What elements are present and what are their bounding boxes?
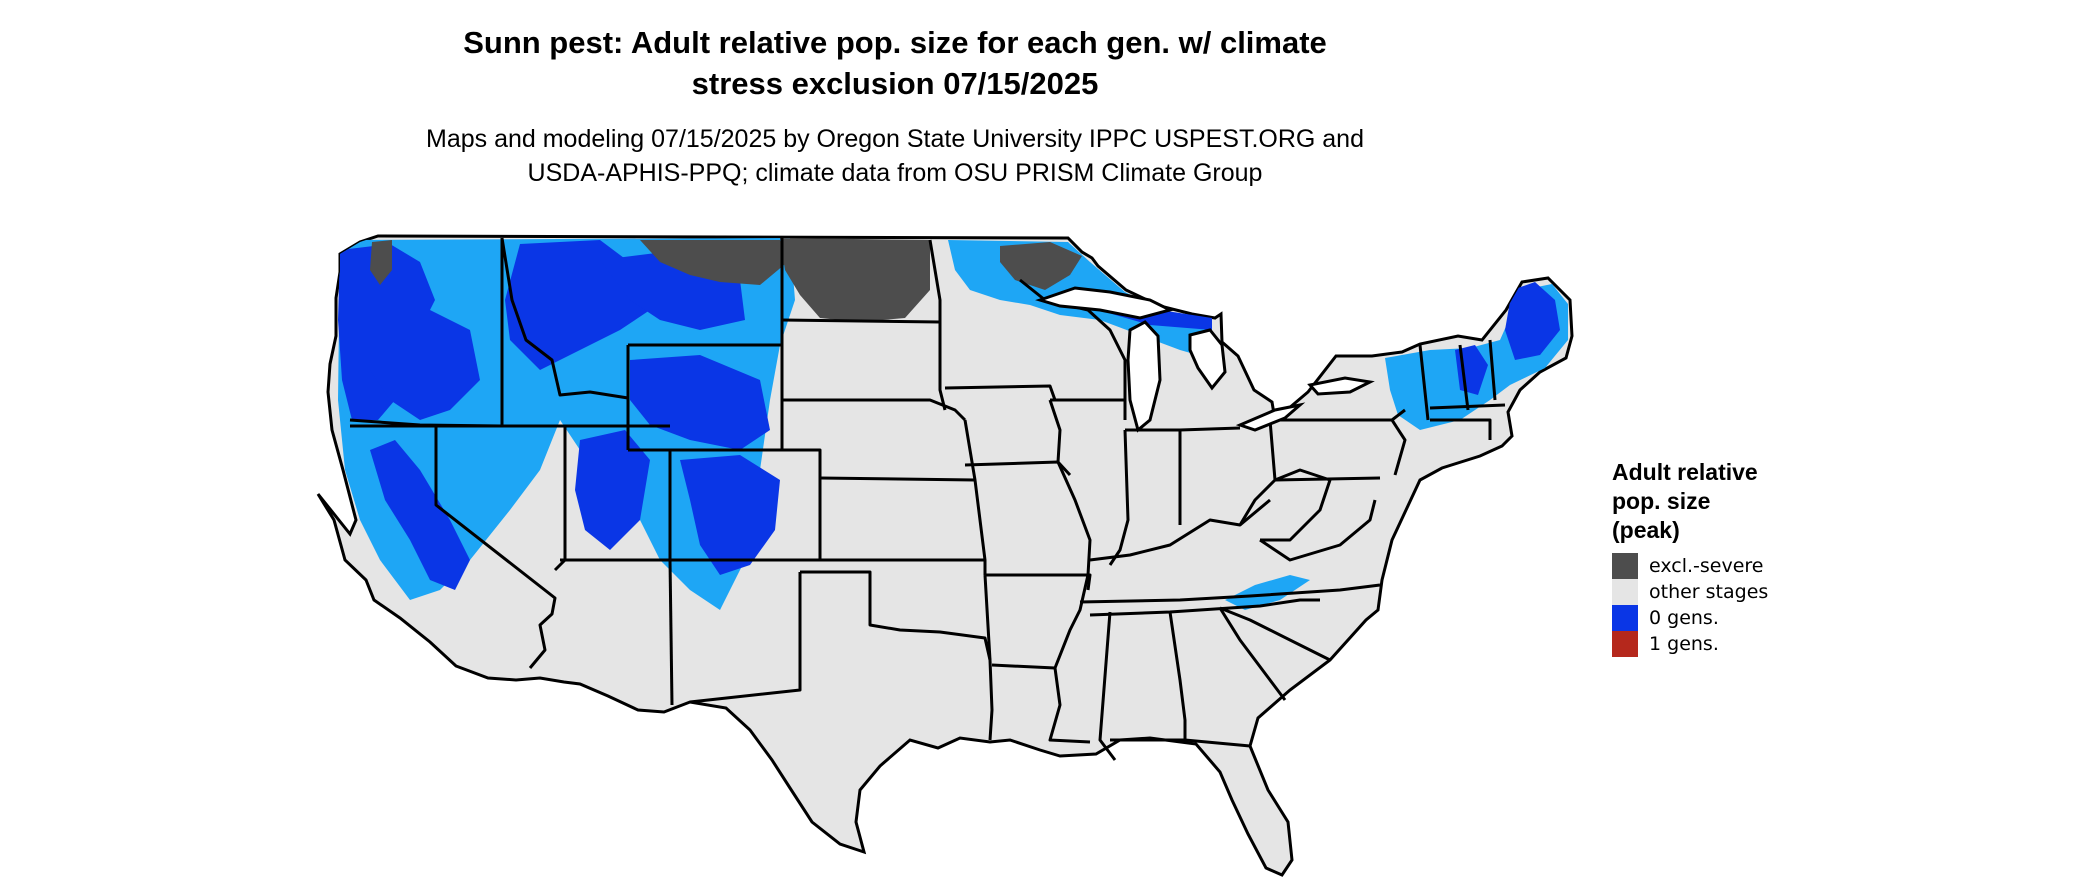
zero-gens-maine (1505, 282, 1560, 360)
legend-swatch (1612, 631, 1638, 657)
excl-severe-washington (370, 240, 392, 285)
border-wi-mi (1019, 278, 1127, 420)
border-ar-west (983, 574, 994, 741)
lake-erie (1235, 402, 1306, 432)
border-la-ms (1048, 667, 1091, 744)
map-subtitle-line-2: USDA-APHIS-PPQ; climate data from OSU PR… (527, 159, 1263, 187)
border-ca-nv (434, 426, 557, 669)
border-ne-ks (819, 476, 976, 482)
legend-label: excl.-severe (1649, 555, 1764, 577)
excl-severe-north-dakota (780, 238, 930, 322)
border-nj (1390, 419, 1407, 476)
border-co-ne-ks (782, 448, 822, 560)
border-ga-sc (1218, 607, 1287, 701)
zero-gens-light-region-appalachia (1225, 575, 1310, 610)
excl-severe-montana (640, 240, 790, 285)
border-ct-ri (1430, 418, 1492, 440)
zero-gens-utah (575, 430, 650, 550)
legend: Adult relative pop. size (peak) excl.-se… (1612, 458, 1812, 657)
lake-huron (1188, 328, 1227, 391)
border-nd-sd (781, 318, 941, 324)
border-mn-west (928, 239, 947, 411)
legend-swatch (1612, 553, 1638, 579)
legend-item-zero-gens: 0 gens. (1612, 605, 1812, 631)
border-ar-la (991, 663, 1056, 670)
legend-label: 0 gens. (1649, 607, 1719, 629)
border-ms-al (1098, 611, 1117, 761)
border-mn-ia (944, 384, 1057, 401)
excl-severe-minnesota (1000, 242, 1082, 290)
border-tn-south (1089, 598, 1320, 617)
legend-title-line-3: (peak) (1612, 517, 1680, 543)
us-map (316, 234, 1574, 877)
border-fl-north (1110, 738, 1251, 748)
legend-title: Adult relative pop. size (peak) (1612, 458, 1812, 545)
border-mo-west (963, 419, 987, 575)
lake-ontario (1307, 376, 1375, 396)
border-ky-tn (1079, 583, 1381, 604)
zero-gens-colorado (680, 455, 780, 575)
border-id-mt (500, 237, 629, 400)
great-lakes (1035, 286, 1375, 433)
border-vt-nh (1458, 344, 1470, 411)
border-ma-south (1429, 403, 1506, 410)
legend-label: 1 gens. (1649, 633, 1719, 655)
border-az-nm (668, 559, 674, 706)
legend-item-other-stages: other stages (1612, 579, 1812, 605)
legend-label: other stages (1649, 581, 1769, 603)
zero-gens-sierra (370, 440, 470, 590)
border-wv (1238, 468, 1332, 542)
map-title-line-2: stress exclusion 07/15/2025 (691, 66, 1099, 101)
state-borders (349, 237, 1506, 761)
border-va (1259, 499, 1377, 562)
border-nh-me (1488, 339, 1497, 401)
border-mo-ar (985, 573, 1092, 591)
border-mi-oh (1125, 426, 1241, 432)
border-nc-sc (1219, 606, 1331, 662)
border-mississippi (1048, 399, 1092, 669)
border-il-ky (1089, 498, 1271, 562)
legend-title-line-2: pop. size (1612, 488, 1711, 514)
map-title-line-1: Sunn pest: Adult relative pop. size for … (463, 25, 1327, 60)
legend-title-line-1: Adult relative (1612, 459, 1758, 485)
zero-gens-region (338, 240, 1560, 590)
legend-swatch (1612, 579, 1638, 605)
legend-items: excl.-severe other stages 0 gens. 1 gens… (1612, 553, 1812, 657)
excl-severe-region (370, 238, 1082, 322)
border-al-ga (1168, 611, 1187, 740)
lake-superior (1035, 286, 1175, 320)
border-ny-new-england (1418, 344, 1430, 421)
legend-item-one-gens: 1 gens. (1612, 631, 1812, 657)
lake-michigan (1126, 320, 1162, 433)
zero-gens-oregon-cascades (360, 310, 480, 420)
border-ok-tx (800, 570, 992, 661)
legend-item-excl-severe: excl.-severe (1612, 553, 1812, 579)
map-subtitle-line-1: Maps and modeling 07/15/2025 by Oregon S… (426, 125, 1364, 153)
border-oh-pa (1268, 419, 1277, 481)
map-title: Sunn pest: Adult relative pop. size for … (0, 22, 1790, 104)
border-nm-tx (689, 572, 802, 704)
map-subtitle: Maps and modeling 07/15/2025 by Oregon S… (0, 122, 1790, 190)
legend-swatch (1612, 605, 1638, 631)
border-pa-south (1274, 476, 1381, 482)
